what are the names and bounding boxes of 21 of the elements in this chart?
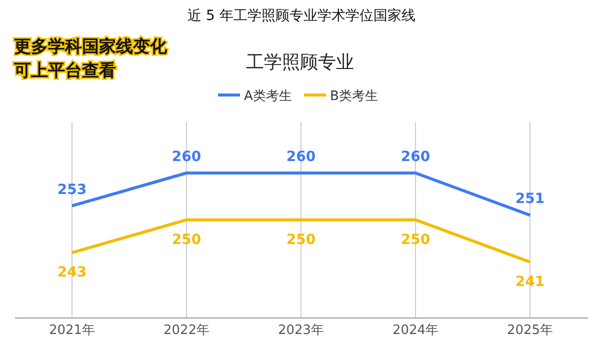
x-tick-label: 2025年 bbox=[506, 323, 554, 338]
legend-label: A类考生 bbox=[244, 89, 292, 104]
data-label: 241 bbox=[515, 274, 545, 290]
data-label: 251 bbox=[515, 191, 545, 208]
data-label: 260 bbox=[400, 149, 430, 165]
x-tick-label: 2023年 bbox=[278, 323, 324, 338]
data-label: 243 bbox=[57, 264, 87, 281]
data-label: 253 bbox=[57, 182, 87, 198]
text: 可上平台查看 bbox=[13, 61, 116, 81]
x-tick-label: 2022年 bbox=[163, 323, 210, 338]
data-label: 260 bbox=[172, 149, 202, 165]
data-label: 250 bbox=[400, 232, 430, 248]
x-tick-label: 2021年 bbox=[48, 323, 96, 338]
text: 更多学科国家线变化 bbox=[14, 37, 168, 57]
x-tick-label: 2024年 bbox=[392, 323, 439, 338]
chart-subtitle: 工学照顾专业 bbox=[246, 52, 354, 73]
data-label: 250 bbox=[286, 232, 316, 248]
data-label: 250 bbox=[172, 232, 202, 248]
data-label: 260 bbox=[286, 149, 316, 165]
chart-title: 近 5 年工学照顾专业学术学位国家线 bbox=[188, 8, 416, 24]
legend-label: B类考生 bbox=[330, 89, 378, 104]
